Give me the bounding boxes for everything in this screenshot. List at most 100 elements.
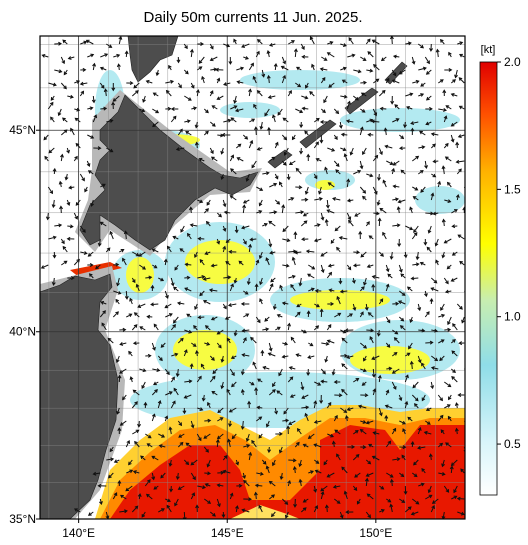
- vector: [340, 353, 349, 358]
- vector: [141, 381, 146, 389]
- vector: [424, 290, 428, 298]
- vector: [359, 286, 365, 292]
- vector: [450, 459, 458, 467]
- vector: [168, 426, 173, 435]
- vector: [262, 365, 270, 370]
- vector: [313, 420, 322, 424]
- vector: [364, 303, 369, 311]
- vector: [444, 327, 452, 332]
- vector: [372, 154, 379, 162]
- vector: [140, 455, 146, 461]
- vector: [242, 238, 247, 245]
- vector: [281, 301, 289, 306]
- vector: [451, 495, 458, 500]
- vector: [296, 303, 302, 308]
- vector: [185, 442, 192, 448]
- vector: [421, 467, 426, 474]
- vector: [151, 248, 159, 253]
- vector: [295, 66, 302, 71]
- vector: [392, 457, 401, 462]
- vector: [226, 337, 231, 344]
- vector: [336, 453, 341, 461]
- vector: [226, 388, 231, 396]
- vector: [151, 342, 156, 351]
- vector: [286, 425, 291, 435]
- vector: [227, 438, 232, 448]
- vector: [67, 276, 75, 280]
- vector: [371, 368, 376, 378]
- vector: [243, 313, 250, 318]
- vector: [293, 48, 298, 58]
- vector: [100, 53, 109, 58]
- vector: [291, 134, 296, 141]
- y-tick-label: 40°N: [9, 325, 36, 339]
- vector: [238, 260, 244, 266]
- vector: [288, 249, 297, 254]
- vector: [87, 251, 94, 257]
- vector: [412, 498, 420, 505]
- vector: [321, 341, 330, 346]
- vector: [133, 82, 140, 89]
- vector: [169, 485, 174, 493]
- vector: [100, 300, 107, 305]
- vector: [177, 485, 185, 490]
- vector: [87, 511, 94, 516]
- vector: [116, 63, 121, 71]
- vector: [431, 355, 439, 362]
- vector: [194, 141, 199, 149]
- vector: [216, 95, 224, 100]
- vector: [346, 264, 352, 271]
- vector: [359, 160, 364, 170]
- vector: [425, 121, 432, 126]
- vector: [90, 199, 95, 207]
- vector: [398, 290, 406, 296]
- vector: [304, 412, 309, 422]
- vector: [360, 251, 367, 258]
- vector: [313, 400, 318, 409]
- vector: [300, 507, 307, 513]
- vector: [199, 290, 205, 297]
- vector: [197, 275, 206, 279]
- vector: [348, 219, 354, 227]
- vector: [295, 167, 302, 175]
- vector: [453, 485, 458, 494]
- vector: [412, 79, 420, 84]
- vector: [367, 312, 374, 318]
- vector: [425, 69, 432, 75]
- vector: [332, 484, 341, 489]
- vector: [145, 275, 153, 280]
- vector: [360, 445, 367, 450]
- vector: [389, 503, 394, 513]
- vector: [405, 41, 412, 46]
- vector: [314, 197, 323, 201]
- vector: [450, 79, 456, 84]
- vector: [425, 407, 432, 412]
- vector: [241, 328, 250, 333]
- vector: [267, 352, 276, 357]
- vector: [311, 63, 315, 71]
- vector: [266, 50, 271, 58]
- vector: [177, 82, 182, 89]
- vector: [242, 472, 246, 480]
- vector: [92, 62, 97, 71]
- vector: [260, 349, 265, 357]
- vector: [269, 182, 278, 188]
- vector: [165, 79, 175, 84]
- vector: [440, 429, 445, 435]
- vector: [385, 389, 390, 396]
- vector: [324, 218, 329, 227]
- vector: [255, 259, 260, 266]
- vector: [67, 94, 74, 99]
- vector: [189, 363, 194, 370]
- vector: [409, 316, 414, 323]
- vector: [389, 251, 394, 260]
- vector: [262, 327, 270, 332]
- vector: [366, 68, 374, 73]
- vector: [243, 290, 249, 295]
- vector: [346, 198, 354, 203]
- vector: [185, 131, 192, 136]
- vector: [341, 466, 348, 474]
- vector: [288, 458, 297, 463]
- vector: [119, 342, 127, 346]
- vector: [66, 147, 70, 154]
